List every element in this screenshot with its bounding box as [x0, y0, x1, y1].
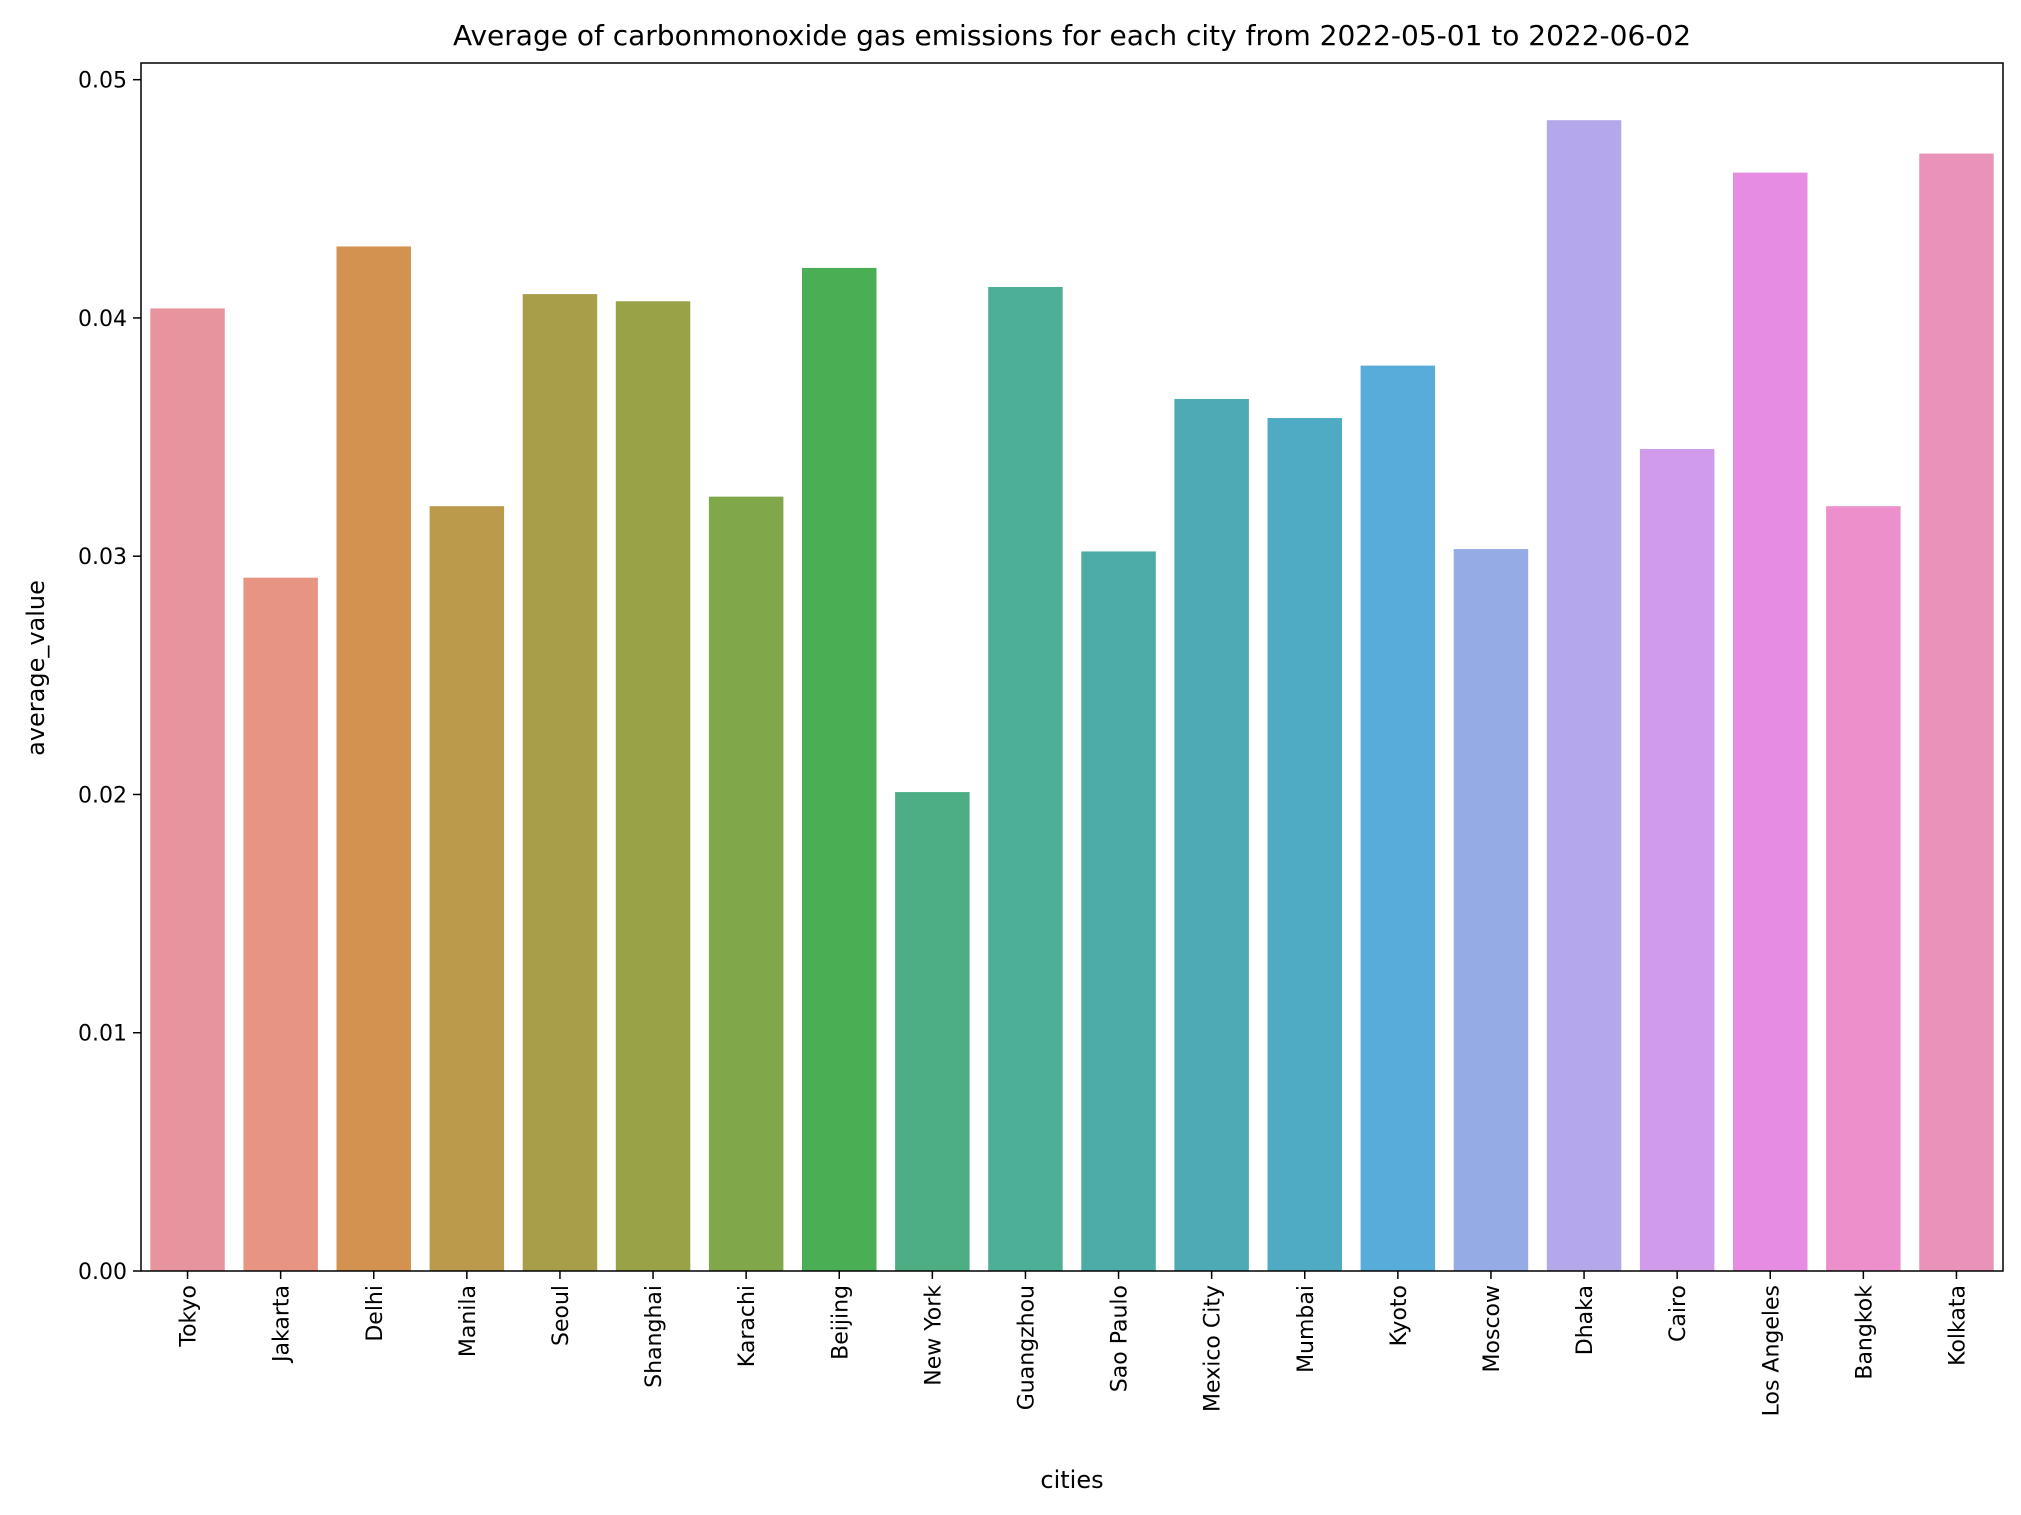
x-tick-label: Delhi: [363, 1285, 388, 1342]
x-tick-label: Mumbai: [1294, 1285, 1319, 1373]
y-tick-label: 0.01: [78, 1022, 127, 1047]
x-tick-label: Kyoto: [1387, 1285, 1412, 1346]
bar-los-angeles: [1733, 172, 1808, 1272]
bar-new-york: [895, 792, 970, 1271]
chart-title: Average of carbonmonoxide gas emissions …: [453, 19, 1691, 52]
bar-sao-paulo: [1081, 551, 1156, 1271]
bar-seoul: [522, 294, 598, 1272]
x-axis-label: cities: [1040, 1466, 1103, 1494]
bar-guangzhou: [988, 286, 1063, 1271]
x-tick-label: Tokyo: [177, 1285, 202, 1348]
bar-delhi: [336, 246, 411, 1272]
x-tick-label: Guangzhou: [1014, 1285, 1039, 1410]
plot-frame: [140, 62, 2004, 1272]
y-tick-label: 0.02: [78, 783, 127, 808]
x-tick-label: Bangkok: [1852, 1285, 1877, 1380]
bar-kyoto: [1360, 365, 1436, 1271]
x-tick-label: Mexico City: [1201, 1285, 1226, 1412]
bar-mumbai: [1267, 418, 1342, 1271]
bar-cairo: [1639, 448, 1715, 1271]
bar-bangkok: [1826, 506, 1901, 1271]
y-tick-label: 0.04: [78, 307, 127, 332]
x-tick-label: New York: [921, 1285, 946, 1386]
x-tick-label: Seoul: [549, 1285, 574, 1346]
x-tick-label: Beijing: [828, 1285, 853, 1360]
x-tick-label: Shanghai: [642, 1285, 667, 1388]
y-axis-label: average_value: [22, 580, 50, 756]
x-tick-label: Sao Paulo: [1108, 1285, 1133, 1392]
y-tick-label: 0.00: [78, 1260, 127, 1285]
y-tick-label: 0.05: [78, 69, 127, 94]
bars-group: [150, 120, 1994, 1272]
bar-dhaka: [1546, 120, 1622, 1271]
bar-jakarta: [243, 577, 318, 1271]
bar-beijing: [802, 267, 877, 1271]
x-tick-label: Dhaka: [1573, 1285, 1598, 1355]
bar-moscow: [1453, 549, 1529, 1271]
x-tick-label: Karachi: [735, 1285, 760, 1367]
bar-tokyo: [150, 308, 225, 1271]
bar-mexico-city: [1174, 398, 1249, 1272]
bar-karachi: [708, 496, 784, 1272]
x-tick-label: Los Angeles: [1759, 1285, 1784, 1416]
x-tick-label: Manila: [456, 1285, 481, 1357]
x-axis: Tokyo Jakarta Delhi Manila Seoul Shanghai Kara…: [177, 1271, 1970, 1416]
x-tick-label: Cairo: [1666, 1285, 1691, 1342]
y-tick-label: 0.03: [78, 545, 127, 570]
bar-manila: [429, 506, 505, 1271]
x-tick-label: Moscow: [1480, 1285, 1505, 1372]
y-axis: 0.00 0.01 0.02 0.03 0.04 0.05: [78, 69, 141, 1285]
bar-kolkata: [1919, 153, 1994, 1272]
x-tick-label: Jakarta: [270, 1285, 295, 1364]
x-tick-label: Kolkata: [1945, 1285, 1970, 1366]
bar-shanghai: [615, 301, 691, 1272]
